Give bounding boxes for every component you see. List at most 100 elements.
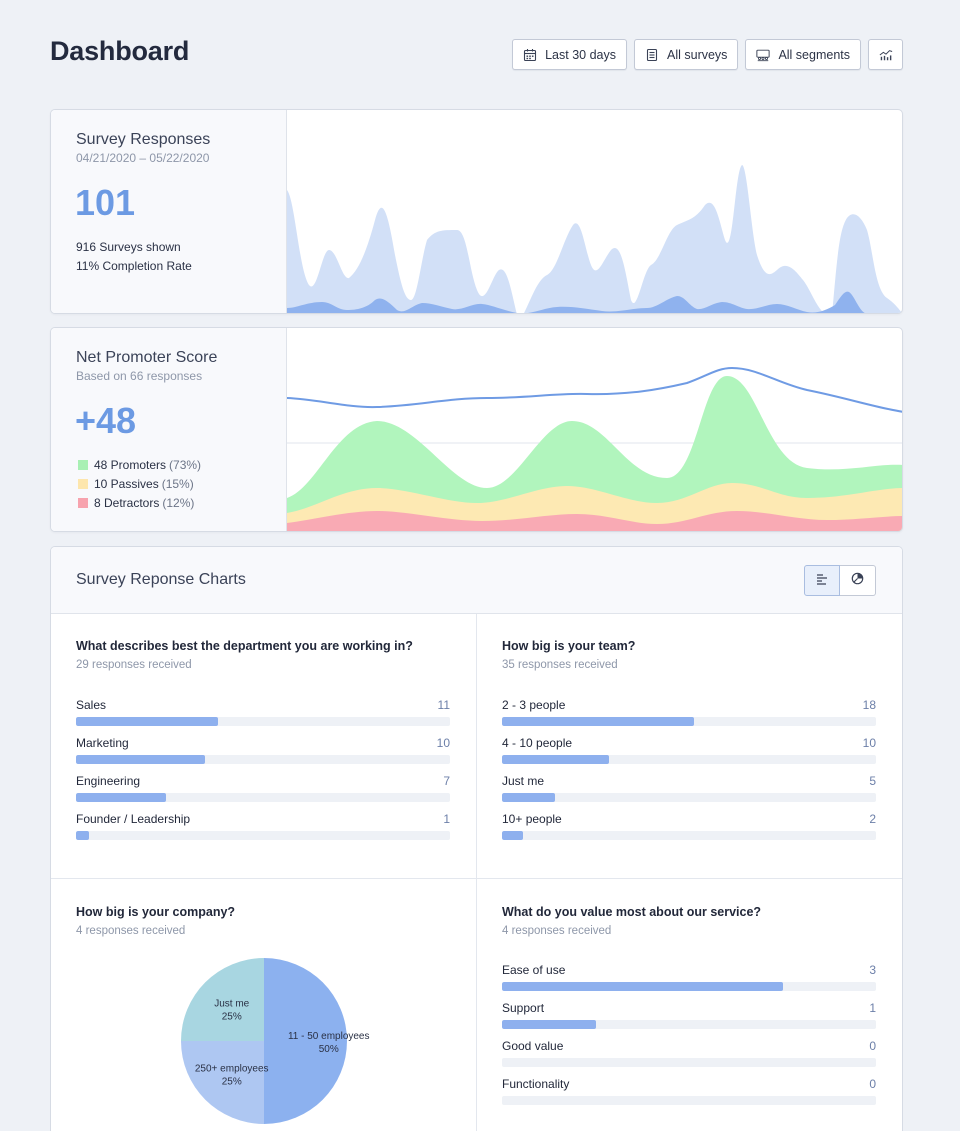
responses-area-completed — [287, 291, 865, 313]
bar-track — [502, 717, 876, 726]
bar-label: Marketing — [76, 736, 129, 750]
pie-view-button[interactable] — [840, 565, 876, 596]
bar-track — [502, 982, 876, 991]
page-title: Dashboard — [50, 36, 190, 66]
pie-slice-percent: 25% — [222, 1076, 242, 1087]
bar-track — [76, 755, 450, 764]
bar-label: 2 - 3 people — [502, 698, 566, 712]
pie-slice — [181, 1041, 264, 1124]
bar-row: Marketing 10 — [76, 736, 450, 766]
bar-track — [502, 1096, 876, 1105]
surveys-shown: 916 Surveys shown — [76, 240, 181, 254]
bar-fill — [76, 831, 89, 840]
pie-slice — [181, 958, 264, 1041]
nps-detractors-area — [287, 511, 902, 531]
surveys-filter-button[interactable]: All surveys — [634, 39, 739, 70]
bar-label: Founder / Leadership — [76, 812, 191, 826]
bar-label: Ease of use — [502, 963, 566, 977]
survey-responses-count: 101 — [75, 182, 136, 223]
chart-icon — [879, 48, 893, 62]
question-responses: 35 responses received — [502, 659, 618, 671]
passives-swatch — [78, 479, 88, 489]
passives-label: 10 Passives — [94, 477, 159, 491]
bar-label: Functionality — [502, 1077, 570, 1091]
bar-track — [76, 717, 450, 726]
bar-fill — [76, 755, 205, 764]
segments-filter-label: All segments — [778, 47, 850, 62]
bar-value: 1 — [869, 1001, 876, 1015]
bar-fill — [502, 982, 783, 991]
detractors-pct: (12%) — [162, 496, 195, 510]
question-company-size: How big is your company? 4 responses rec… — [51, 879, 477, 1131]
question-title: How big is your company? — [76, 905, 236, 919]
question-value-most: What do you value most about our service… — [477, 879, 902, 1131]
bar-label: Support — [502, 1001, 545, 1015]
users-icon — [756, 48, 771, 62]
bar-fill — [76, 717, 218, 726]
question-title: What do you value most about our service… — [502, 905, 762, 919]
date-range-button[interactable]: Last 30 days — [512, 39, 627, 70]
promoters-label: 48 Promoters — [94, 458, 167, 472]
completion-rate: 11% Completion Rate — [76, 259, 192, 273]
detractors-swatch — [78, 498, 88, 508]
bar-row: Functionality 0 — [502, 1077, 876, 1107]
bar-row: Engineering 7 — [76, 774, 450, 804]
bar-label: Engineering — [76, 774, 141, 788]
pie-slice-label: Just me — [214, 999, 249, 1010]
pie-slice-label: 250+ employees — [195, 1063, 269, 1074]
pie-slice — [264, 958, 347, 1124]
chart-settings-button[interactable] — [868, 39, 903, 70]
bar-fill — [502, 717, 695, 726]
nps-score: +48 — [75, 400, 137, 441]
calendar-icon — [523, 48, 537, 62]
grid-divider-vertical — [476, 614, 477, 1131]
bar-fill — [502, 755, 609, 764]
bar-value: 10 — [436, 736, 450, 750]
bar-row: 2 - 3 people 18 — [502, 698, 876, 728]
survey-responses-title: Survey Responses — [76, 131, 211, 148]
bar-value: 7 — [443, 774, 450, 788]
bar-fill — [76, 793, 167, 802]
bar-view-button[interactable] — [804, 565, 840, 596]
bar-fill — [502, 793, 556, 802]
bar-row: 4 - 10 people 10 — [502, 736, 876, 766]
question-responses: 29 responses received — [76, 659, 192, 671]
bar-row: Good value 0 — [502, 1039, 876, 1069]
survey-responses-summary: Survey Responses 04/21/2020 – 05/22/2020… — [51, 110, 287, 313]
survey-responses-card: Survey Responses 04/21/2020 – 05/22/2020… — [50, 109, 903, 314]
responses-area-shown — [287, 165, 902, 313]
segments-filter-button[interactable]: All segments — [745, 39, 861, 70]
survey-response-charts-card: Survey Reponse Charts What describes bes… — [50, 546, 903, 1131]
bar-value: 2 — [869, 812, 876, 826]
legend-passives: 10 Passives (15%) — [78, 477, 194, 491]
bar-track — [76, 793, 450, 802]
survey-responses-chart — [287, 110, 902, 313]
survey-responses-range: 04/21/2020 – 05/22/2020 — [76, 151, 210, 165]
bar-track — [502, 755, 876, 764]
pie-slice-percent: 25% — [222, 1012, 242, 1023]
question-department: What describes best the department you a… — [51, 614, 477, 878]
question-team-size: How big is your team? 35 responses recei… — [477, 614, 902, 878]
bar-label: Just me — [502, 774, 545, 788]
bar-fill — [502, 831, 524, 840]
pie-slice-label: 11 - 50 employees — [288, 1031, 370, 1042]
pie-slice-percent: 50% — [319, 1044, 339, 1055]
nps-subtitle: Based on 66 responses — [76, 369, 203, 383]
bar-label: Good value — [502, 1039, 564, 1053]
nps-title: Net Promoter Score — [76, 349, 218, 366]
promoters-pct: (73%) — [169, 458, 202, 472]
nps-area — [286, 366, 902, 531]
nps-chart — [286, 328, 902, 531]
bar-track — [502, 1020, 876, 1029]
nps-score-line — [286, 366, 902, 413]
bar-label: 4 - 10 people — [502, 736, 573, 750]
nps-card: Net Promoter Score Based on 66 responses… — [50, 327, 903, 532]
bar-track — [502, 831, 876, 840]
question-title: How big is your team? — [502, 639, 636, 653]
grid-divider-horizontal — [51, 878, 902, 879]
bar-label: Sales — [76, 698, 107, 712]
nps-summary: Net Promoter Score Based on 66 responses… — [51, 328, 287, 531]
question-responses: 4 responses received — [76, 925, 186, 937]
toolbar: Last 30 days All surveys All segments — [512, 39, 903, 70]
company-size-pie: 11 - 50 employees 50% 250+ employees 25% Jus… — [181, 958, 370, 1124]
